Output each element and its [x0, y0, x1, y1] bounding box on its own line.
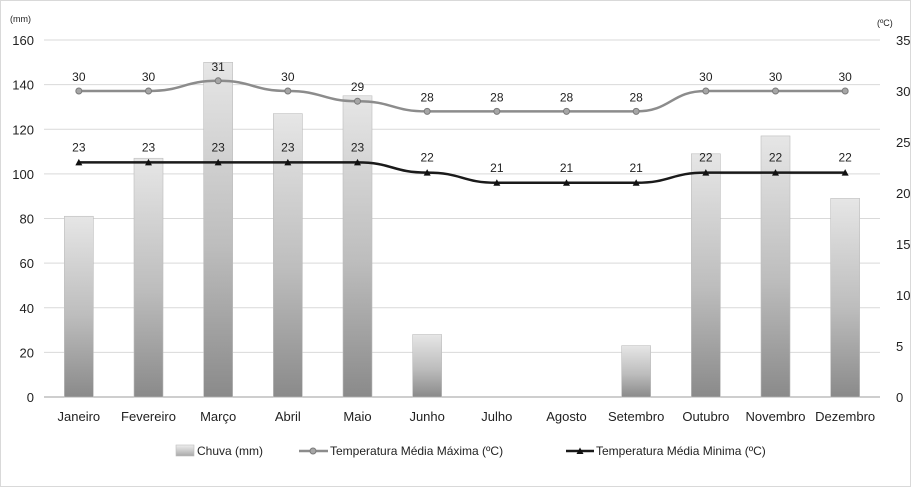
- bar-chuva: [342, 95, 373, 398]
- left-axis-tick-label: 40: [20, 301, 34, 316]
- temp-max-data-label: 28: [560, 90, 574, 104]
- bar-chuva: [830, 198, 860, 398]
- category-label: Janeiro: [58, 409, 101, 424]
- bar-chuva: [203, 62, 233, 398]
- temp-max-marker: [841, 87, 849, 95]
- temp-max-data-label: 28: [629, 90, 643, 104]
- temp-max-data-label: 30: [838, 70, 852, 84]
- left-axis-tick-label: 80: [20, 212, 34, 227]
- temp-min-data-label: 23: [281, 140, 295, 154]
- bar-chuva: [412, 334, 442, 398]
- legend-label-temp-max: Temperatura Média Máxima (ºC): [330, 444, 503, 458]
- legend-marker-temp-max: [309, 447, 317, 455]
- right-axis-tick-label: 25: [896, 135, 910, 150]
- left-axis-tick-label: 60: [20, 256, 34, 271]
- temp-min-data-label: 21: [560, 161, 574, 175]
- right-axis-unit: (ºC): [877, 18, 893, 28]
- category-label: Julho: [481, 409, 512, 424]
- temp-min-data-label: 22: [769, 151, 783, 165]
- bar-chuva: [760, 135, 791, 398]
- temp-min-data-label: 23: [351, 140, 365, 154]
- left-axis-tick-label: 140: [12, 78, 34, 93]
- temp-max-marker: [145, 87, 152, 95]
- category-label: Outubro: [682, 409, 729, 424]
- temp-min-data-label: 21: [490, 161, 504, 175]
- left-axis-unit: (mm): [10, 14, 31, 24]
- temp-min-data-label: 22: [420, 151, 434, 165]
- temp-max-marker: [423, 107, 431, 115]
- temp-max-data-label: 30: [769, 70, 783, 84]
- temp-min-marker: [423, 169, 431, 176]
- temp-min-data-label: 22: [699, 151, 713, 165]
- category-label: Setembro: [608, 409, 664, 424]
- category-label: Fevereiro: [121, 409, 176, 424]
- temp-min-marker: [841, 169, 849, 176]
- temp-max-line: [78, 79, 846, 113]
- temp-min-marker: [214, 158, 222, 166]
- left-axis-tick-label: 100: [12, 167, 34, 182]
- temp-min-data-label: 22: [838, 151, 852, 165]
- legend-swatch-chuva: [175, 444, 195, 457]
- temp-max-data-label: 30: [72, 70, 86, 84]
- temp-max-marker: [354, 97, 361, 105]
- temp-min-line: [78, 161, 846, 185]
- temp-max-data-label: 31: [211, 60, 225, 74]
- right-axis-tick-label: 20: [896, 186, 910, 201]
- left-axis-tick-label: 120: [12, 122, 34, 137]
- bar-chuva: [691, 153, 721, 398]
- temp-max-marker: [493, 107, 501, 115]
- temp-max-data-label: 30: [699, 70, 713, 84]
- right-axis-tick-label: 15: [896, 237, 910, 252]
- temp-max-marker: [214, 77, 222, 85]
- temp-max-marker: [772, 87, 779, 95]
- legend-label-temp-min: Temperatura Média Minima (ºC): [596, 444, 766, 458]
- category-label: Maio: [343, 409, 371, 424]
- bar-chuva: [273, 113, 303, 398]
- category-label: Junho: [409, 409, 444, 424]
- left-axis-tick-label: 160: [12, 33, 34, 48]
- category-label: Abril: [275, 409, 301, 424]
- temp-min-marker: [702, 169, 710, 176]
- temp-min-data-label: 23: [72, 140, 86, 154]
- right-axis-tick-label: 35: [896, 33, 910, 48]
- temp-max-marker: [284, 87, 292, 95]
- temp-min-marker: [354, 158, 361, 166]
- category-label: Novembro: [746, 409, 806, 424]
- legend-label-chuva: Chuva (mm): [197, 444, 263, 458]
- temp-min-marker: [563, 179, 570, 186]
- bar-chuva: [133, 157, 164, 398]
- temp-min-marker: [772, 169, 779, 176]
- left-axis-tick-label: 0: [27, 390, 34, 405]
- bar-chuva: [64, 215, 94, 398]
- temp-max-data-label: 29: [351, 80, 365, 94]
- temp-max-marker: [632, 107, 640, 115]
- temp-max-data-label: 28: [490, 90, 504, 104]
- temp-min-data-label: 21: [629, 161, 643, 175]
- category-label: Março: [200, 409, 236, 424]
- category-label: Agosto: [546, 409, 586, 424]
- temp-max-data-label: 30: [142, 70, 156, 84]
- right-axis-tick-label: 5: [896, 339, 903, 354]
- temp-min-marker: [493, 179, 501, 186]
- legend-marker-temp-min: [576, 447, 584, 454]
- temp-max-data-label: 28: [420, 90, 434, 104]
- temp-min-data-label: 23: [211, 140, 225, 154]
- right-axis-tick-label: 0: [896, 390, 903, 405]
- right-axis-tick-label: 10: [896, 288, 910, 303]
- temp-min-marker: [284, 158, 292, 166]
- category-label: Dezembro: [815, 409, 875, 424]
- temp-min-marker: [632, 179, 640, 186]
- bar-chuva: [621, 345, 651, 398]
- right-axis-tick-label: 30: [896, 84, 910, 99]
- temp-max-data-label: 30: [281, 70, 295, 84]
- temp-max-marker: [702, 87, 710, 95]
- temp-min-data-label: 23: [142, 140, 156, 154]
- temp-max-marker: [75, 87, 83, 95]
- left-axis-tick-label: 20: [20, 345, 34, 360]
- temp-min-marker: [75, 158, 83, 166]
- temp-max-marker: [563, 107, 570, 115]
- temp-min-marker: [145, 158, 152, 166]
